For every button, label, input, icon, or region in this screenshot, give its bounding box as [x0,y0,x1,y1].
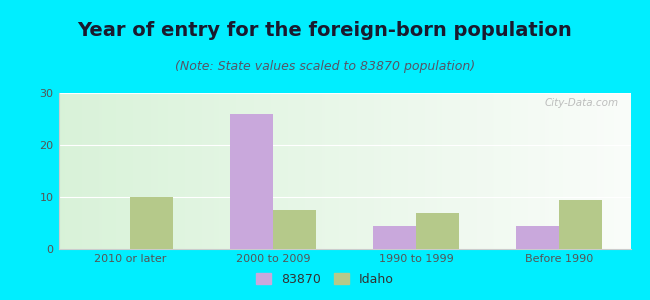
Bar [373,226,416,249]
Text: City-Data.com: City-Data.com [545,98,619,108]
Bar [559,200,602,249]
Bar [416,213,459,249]
Bar [516,226,559,249]
Text: Year of entry for the foreign-born population: Year of entry for the foreign-born popul… [77,21,573,40]
Bar [230,114,273,249]
Text: (Note: State values scaled to 83870 population): (Note: State values scaled to 83870 popu… [175,60,475,73]
Bar [130,197,173,249]
Bar [273,210,316,249]
Legend: 83870, Idaho: 83870, Idaho [252,268,398,291]
